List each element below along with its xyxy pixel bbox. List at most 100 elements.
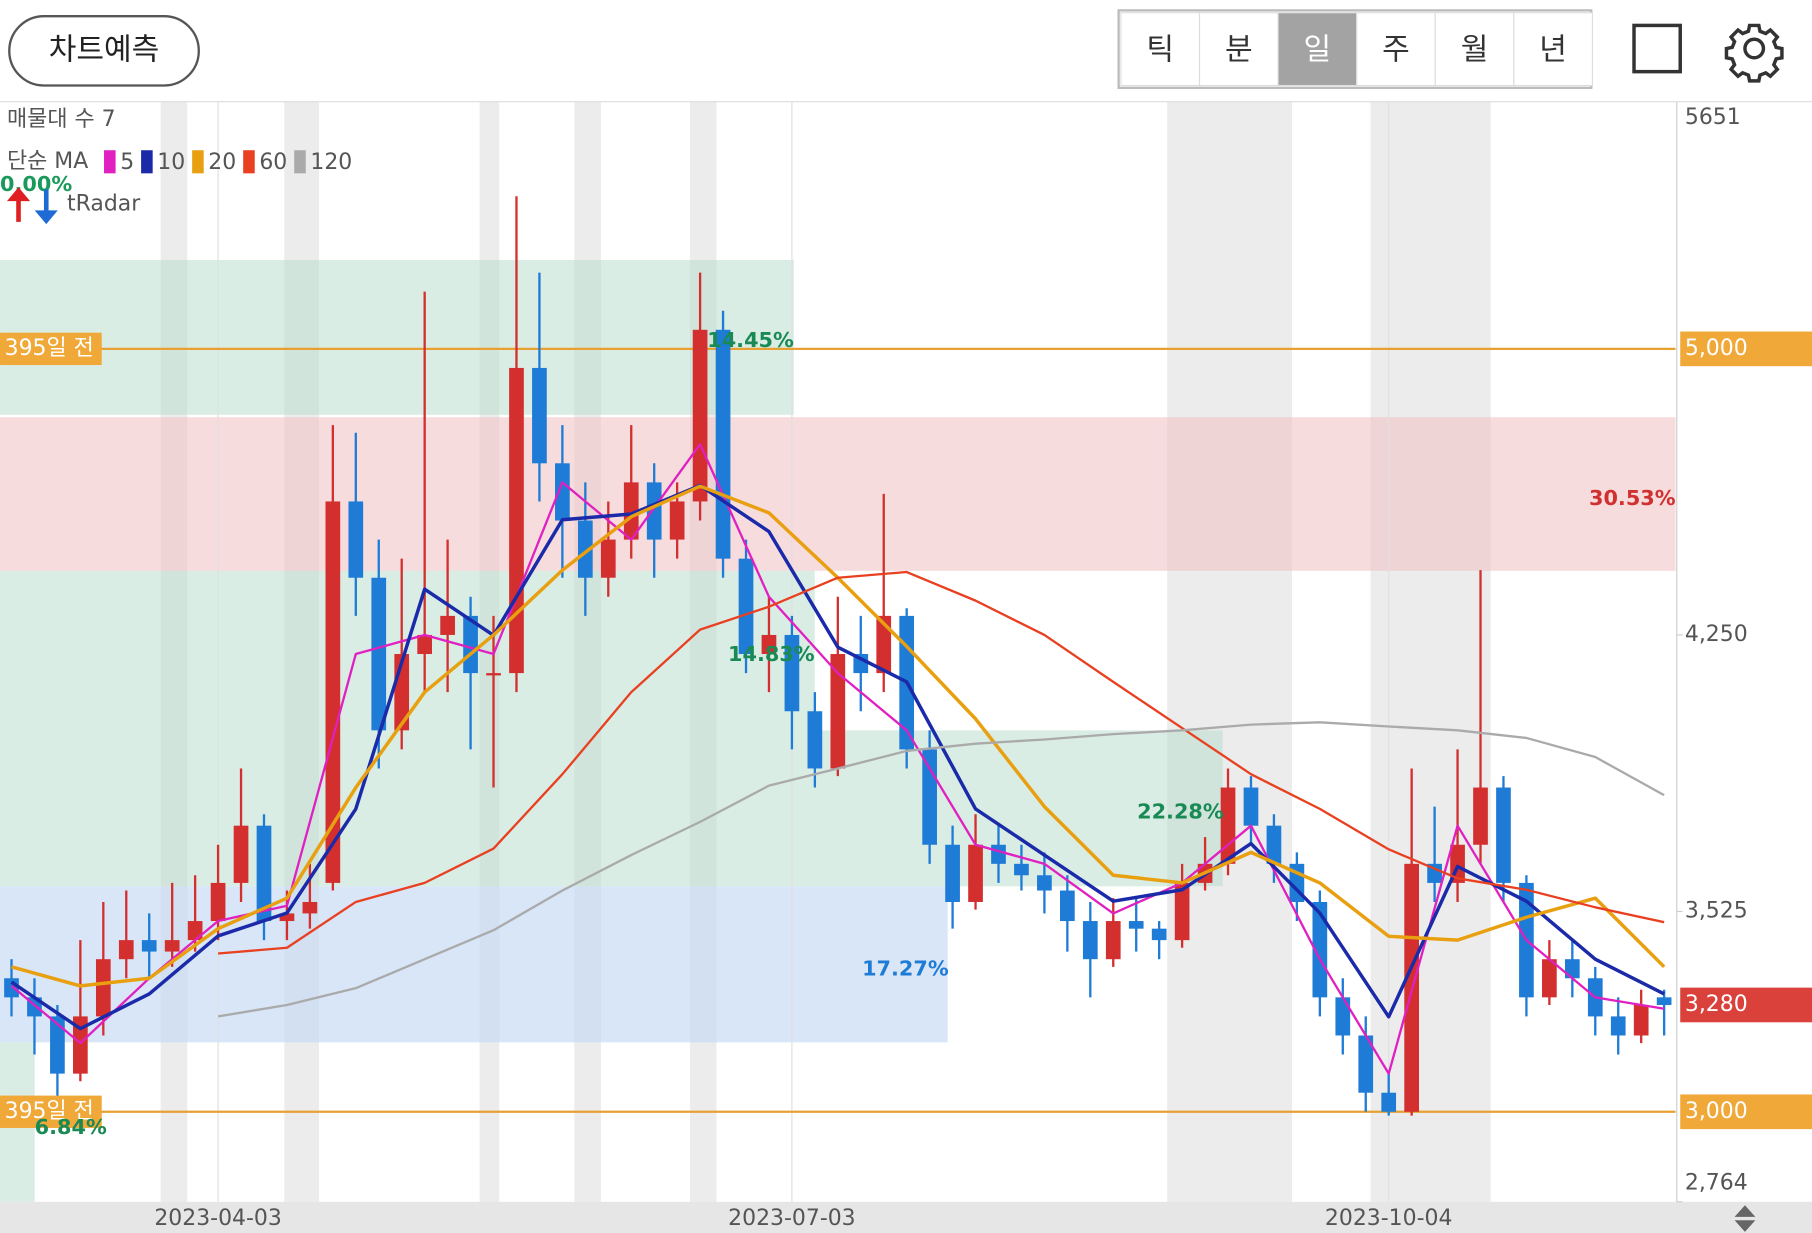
candle-body	[1266, 825, 1282, 864]
level-note: 395일 전	[5, 1099, 94, 1124]
candle-body	[1427, 863, 1442, 883]
tab-label[interactable]: 틱	[1146, 32, 1174, 67]
tab-label[interactable]: 주	[1382, 32, 1410, 67]
candle-body	[692, 329, 708, 502]
candle-body	[555, 463, 570, 521]
x-tick-label: 2023-04-03	[154, 1206, 281, 1231]
resize-icon[interactable]	[1734, 1205, 1756, 1232]
candle-body	[922, 749, 937, 845]
tab[interactable]	[1120, 12, 1201, 87]
candle-body	[256, 825, 272, 922]
candle-body	[600, 539, 616, 578]
candle-body	[945, 844, 960, 902]
tab[interactable]	[1198, 12, 1279, 87]
gear-center[interactable]	[1743, 37, 1766, 60]
predict-button-label[interactable]: 차트예측	[49, 32, 160, 67]
tab-label[interactable]: 월	[1461, 32, 1489, 67]
y-tick-label: 2,764	[1685, 1170, 1748, 1195]
x-tick-label: 2023-07-03	[728, 1206, 855, 1231]
candle-body	[486, 673, 501, 676]
ma-legend: 5 10 20 60 120	[104, 150, 352, 175]
candle-body	[1542, 959, 1557, 998]
zone-green	[0, 260, 794, 415]
candle-body	[141, 940, 157, 952]
annotation: 6.84%	[35, 1115, 107, 1139]
candle-body	[1082, 921, 1098, 960]
predict-button[interactable]	[8, 15, 200, 87]
candle-body	[4, 978, 19, 998]
level-badge	[1680, 1094, 1812, 1130]
radar-pct: 0.00%	[0, 172, 72, 196]
candle-body	[1496, 787, 1511, 883]
candle-body	[210, 882, 226, 922]
candle-body	[876, 615, 892, 674]
down-arrow-icon	[34, 189, 58, 225]
x-axis-bar	[0, 1201, 1812, 1233]
tab[interactable]	[1356, 12, 1436, 87]
tab-label[interactable]: 분	[1225, 32, 1253, 67]
annotation: 17.27%	[862, 957, 949, 981]
candle-body	[830, 654, 846, 769]
candle-body	[1564, 959, 1580, 979]
candle-body	[1151, 928, 1167, 941]
y-axis-area	[1675, 101, 1812, 1202]
candle-body	[715, 329, 731, 559]
annotation: 14.45%	[707, 328, 794, 352]
candle-body	[1174, 882, 1190, 941]
candle-body	[279, 913, 295, 922]
tab-label[interactable]: 년	[1539, 32, 1567, 67]
annotation: 22.28%	[1137, 799, 1224, 823]
legend-swatch	[104, 150, 116, 174]
candle-body	[233, 825, 249, 883]
legend-label: 20	[208, 150, 236, 175]
candle-body	[646, 482, 662, 540]
tab-label[interactable]: 일	[1304, 32, 1332, 67]
candle-body	[784, 634, 800, 712]
zone-blue	[0, 886, 948, 1043]
candle-body	[1128, 921, 1144, 929]
candle-body	[164, 940, 180, 952]
tab[interactable]	[1513, 12, 1593, 87]
candle-body	[1633, 1004, 1649, 1036]
y-tick-label: 5651	[1685, 105, 1741, 130]
ma-line	[217, 721, 1665, 1018]
candle-body	[371, 577, 387, 731]
level-note-badge	[0, 1095, 102, 1128]
last-price-label: 3,280	[1685, 992, 1748, 1017]
candle-body	[623, 482, 639, 540]
tab[interactable]	[1277, 12, 1358, 87]
up-arrow-icon	[6, 187, 31, 222]
settings-icon[interactable]	[1724, 23, 1784, 83]
ma-line	[10, 443, 1665, 1075]
annotation: 14.83%	[728, 642, 815, 666]
axes: 5651 4,250 3,525 2,764 2023-04-03 2023-07-03 2…	[0, 99, 1812, 1231]
last-price-badge	[1680, 987, 1812, 1023]
candle-body	[95, 959, 111, 1017]
candle-body	[1381, 1092, 1397, 1112]
legend-swatch	[192, 150, 204, 174]
candle-body	[807, 711, 823, 769]
candle-body	[73, 1016, 88, 1074]
candle-body	[1037, 875, 1052, 891]
level-badge	[1680, 331, 1812, 367]
annotation: 30.53%	[1589, 486, 1676, 510]
candle-body	[1105, 921, 1121, 960]
stripe	[1370, 101, 1491, 1202]
legend-swatch	[243, 150, 255, 174]
y-tick-label: 4,250	[1685, 622, 1748, 647]
radar-label: tRadar	[67, 192, 141, 217]
fullscreen-icon[interactable]	[1632, 23, 1682, 74]
candle-body	[187, 921, 203, 941]
candle-body	[532, 367, 547, 464]
level-label: 5,000	[1685, 336, 1748, 361]
volume-profile-label: 매물대 수 7	[7, 107, 116, 132]
gear-teeth[interactable]	[1724, 23, 1784, 83]
level-note-badge	[0, 332, 102, 366]
level-label: 3,000	[1685, 1099, 1748, 1124]
candle-body	[577, 520, 593, 578]
candle-body	[302, 901, 318, 914]
stripe	[1167, 101, 1292, 1202]
zone-red	[0, 417, 1676, 571]
candle-body	[1473, 787, 1488, 845]
